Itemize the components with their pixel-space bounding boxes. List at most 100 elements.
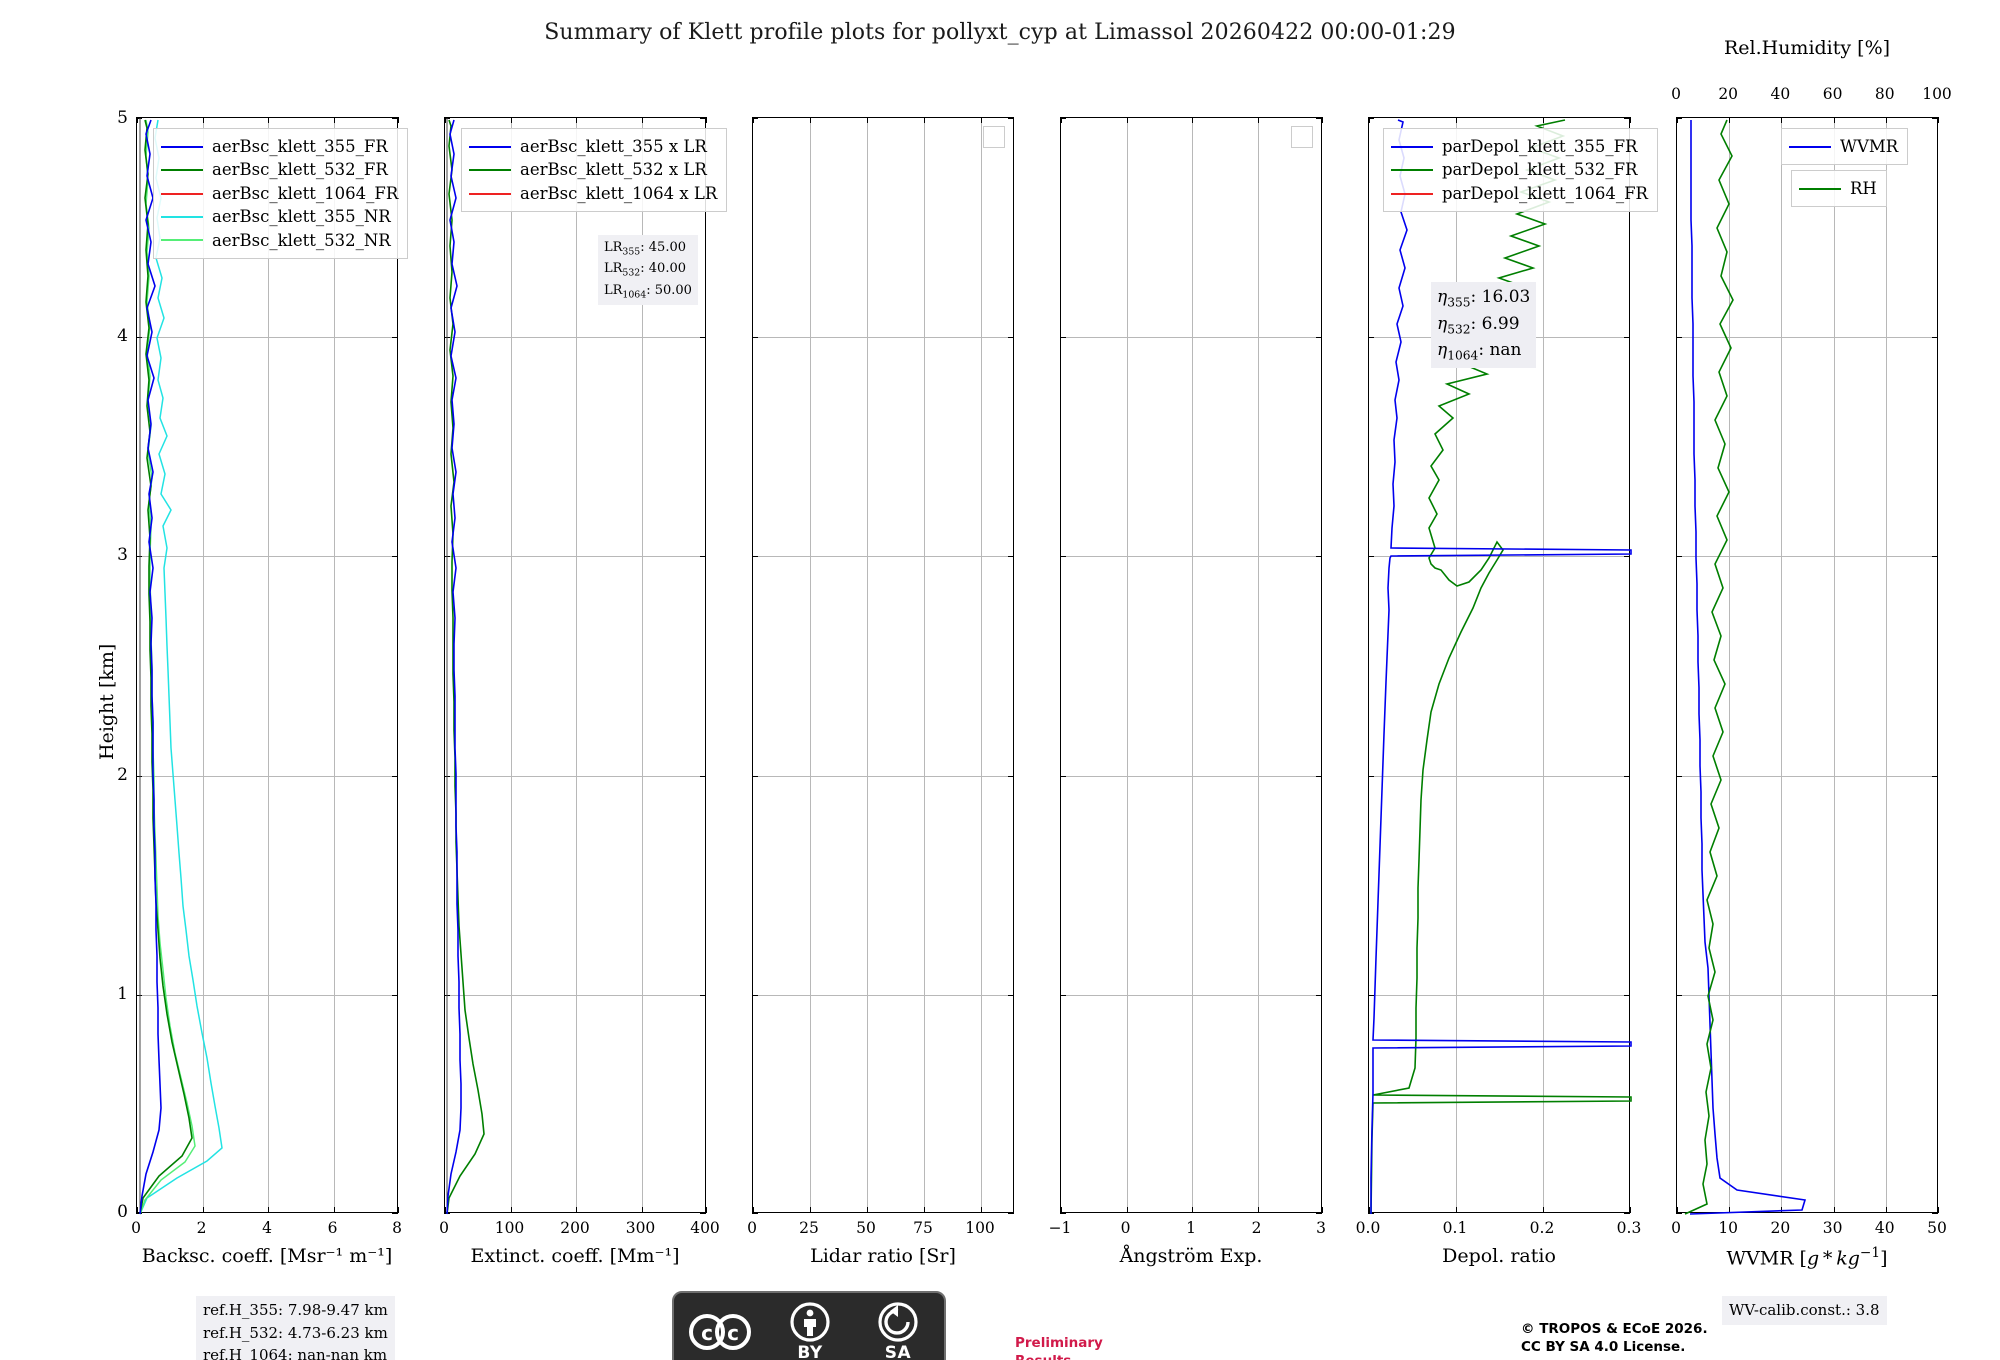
y-tick: 5 bbox=[117, 108, 128, 128]
legend-item[interactable]: aerBsc_klett_532_FR bbox=[161, 158, 398, 181]
x-tick: 10 bbox=[1718, 1219, 1739, 1237]
legend-item[interactable]: parDepol_klett_1064_FR bbox=[1391, 182, 1648, 205]
legend-item[interactable]: aerBsc_klett_1064 x LR bbox=[469, 182, 717, 205]
legend-swatch-wvmr bbox=[1789, 145, 1831, 148]
legend-label: aerBsc_klett_1064_FR bbox=[212, 183, 399, 203]
x-tick-labels-angstrom: −1 0 1 2 3 bbox=[1049, 1219, 1326, 1241]
panel-extinction: aerBsc_klett_355 x LR aerBsc_klett_532 x… bbox=[444, 117, 728, 1215]
x-tick: 6 bbox=[327, 1219, 338, 1237]
legend-item[interactable]: aerBsc_klett_355_FR bbox=[161, 135, 398, 158]
y-tick: 0 bbox=[117, 1202, 128, 1222]
x-tick: 80 bbox=[1874, 85, 1895, 103]
x-tick: 50 bbox=[856, 1219, 876, 1237]
legend-item[interactable]: aerBsc_klett_532 x LR bbox=[469, 158, 717, 181]
panel-depol-ratio: parDepol_klett_355_FR parDepol_klett_532… bbox=[1368, 117, 1658, 1215]
x-tick: 60 bbox=[1822, 85, 1843, 103]
x-tick: 0 bbox=[1120, 1219, 1131, 1237]
x-tick: 0 bbox=[1671, 1219, 1681, 1237]
legend-item[interactable]: parDepol_klett_355_FR bbox=[1391, 135, 1648, 158]
legend-item[interactable]: RH bbox=[1799, 177, 1877, 200]
x-tick-labels-rh-top: 0 20 40 60 80 100 bbox=[1671, 85, 1952, 107]
x-tick: 400 bbox=[690, 1219, 720, 1237]
ref-height-annotation: ref.H_355: 7.98-9.47 km ref.H_532: 4.73-… bbox=[196, 1296, 395, 1360]
x-tick-labels-lidar-ratio: 0 25 50 75 100 bbox=[747, 1219, 1014, 1241]
x-tick: 40 bbox=[1770, 85, 1791, 103]
ref-h-355: ref.H_355: 7.98-9.47 km bbox=[203, 1301, 388, 1319]
legend-swatch-532nr bbox=[161, 239, 203, 242]
depol-curves bbox=[1370, 119, 1632, 1215]
x-axis-label-depol: Depol. ratio bbox=[1442, 1245, 1556, 1267]
legend-label: parDepol_klett_532_FR bbox=[1442, 160, 1638, 180]
x-tick: 100 bbox=[494, 1219, 525, 1237]
y-tick-labels: 0 1 2 3 4 5 bbox=[88, 108, 128, 1222]
legend-swatch-1064fr bbox=[161, 192, 203, 195]
x-axis-label-backscatter: Backsc. coeff. [Msr⁻¹ m⁻¹] bbox=[141, 1245, 393, 1267]
wv-calib-annotation: WV-calib.const.: 3.8 bbox=[1722, 1296, 1887, 1325]
legend-item[interactable]: aerBsc_klett_355 x LR bbox=[469, 135, 717, 158]
y-tick: 1 bbox=[117, 983, 128, 1004]
legend-item[interactable]: WVMR bbox=[1789, 135, 1898, 158]
legend-label: aerBsc_klett_1064 x LR bbox=[520, 183, 718, 203]
legend-swatch-532fr bbox=[161, 169, 203, 172]
legend-item[interactable]: aerBsc_klett_532_NR bbox=[161, 229, 398, 252]
legend-rh[interactable]: RH bbox=[1791, 170, 1887, 208]
x-tick: 300 bbox=[625, 1219, 656, 1237]
legend-item[interactable]: aerBsc_klett_1064_FR bbox=[161, 182, 398, 205]
eta-1064-value: η1064: nan bbox=[1437, 340, 1522, 363]
lr-1064-value: LR1064: 50.00 bbox=[604, 282, 692, 301]
legend-extinction[interactable]: aerBsc_klett_355 x LR aerBsc_klett_532 x… bbox=[461, 128, 728, 213]
legend-label: WVMR bbox=[1840, 137, 1899, 156]
x-tick-labels-depol: 0.0 0.1 0.2 0.3 bbox=[1356, 1219, 1642, 1241]
cc-by-person-icon bbox=[790, 1301, 830, 1342]
x-tick: 3 bbox=[1316, 1219, 1326, 1237]
x-tick: 0 bbox=[131, 1219, 141, 1237]
creative-commons-badge[interactable]: c c BY SA bbox=[672, 1291, 946, 1360]
x-tick: 30 bbox=[1822, 1219, 1843, 1237]
x-tick: 20 bbox=[1770, 1219, 1791, 1237]
legend-swatch-355lr bbox=[469, 145, 511, 148]
legend-wvmr[interactable]: WVMR bbox=[1781, 128, 1909, 166]
x-tick: 200 bbox=[560, 1219, 590, 1237]
legend-label: aerBsc_klett_355_FR bbox=[212, 137, 388, 156]
x-tick: −1 bbox=[1048, 1219, 1072, 1237]
legend-swatch-355nr bbox=[161, 215, 203, 218]
cc-logo-icon: c c bbox=[674, 1310, 766, 1354]
legend-label: aerBsc_klett_532_NR bbox=[212, 230, 391, 250]
x-tick: 75 bbox=[913, 1219, 933, 1237]
x-tick: 8 bbox=[392, 1219, 402, 1237]
panel-angstrom bbox=[1060, 117, 1323, 1214]
y-tick: 4 bbox=[117, 326, 128, 347]
x-tick: 0 bbox=[747, 1219, 757, 1237]
panel-wvmr: WVMR RH bbox=[1676, 117, 1939, 1215]
legend-lidar-ratio-empty[interactable] bbox=[983, 126, 1005, 148]
legend-item[interactable]: aerBsc_klett_355_NR bbox=[161, 205, 398, 228]
x-tick: 0.0 bbox=[1355, 1219, 1381, 1237]
x-axis-label-lidar-ratio: Lidar ratio [Sr] bbox=[810, 1245, 956, 1267]
legend-item[interactable]: parDepol_klett_532_FR bbox=[1391, 158, 1648, 181]
legend-depol[interactable]: parDepol_klett_355_FR parDepol_klett_532… bbox=[1383, 128, 1658, 213]
legend-label: parDepol_klett_1064_FR bbox=[1442, 183, 1648, 203]
legend-angstrom-empty[interactable] bbox=[1291, 126, 1313, 148]
backscatter-curves bbox=[139, 118, 223, 1215]
legend-label: aerBsc_klett_355_NR bbox=[212, 207, 391, 227]
x-tick: 25 bbox=[799, 1219, 819, 1237]
x-tick: 100 bbox=[1922, 85, 1952, 103]
cc-sa-arrow-icon bbox=[878, 1301, 918, 1342]
x-tick: 0 bbox=[439, 1219, 449, 1237]
eta-annotation: η355: 16.03 η532: 6.99 η1064: nan bbox=[1431, 282, 1537, 369]
legend-backscatter[interactable]: aerBsc_klett_355_FR aerBsc_klett_532_FR … bbox=[153, 128, 409, 260]
x-tick: 100 bbox=[965, 1219, 995, 1237]
x-tick: 0.1 bbox=[1442, 1219, 1468, 1237]
legend-label: aerBsc_klett_355 x LR bbox=[520, 137, 707, 156]
legend-label: parDepol_klett_355_FR bbox=[1442, 137, 1638, 156]
x-tick: 0 bbox=[1671, 85, 1681, 103]
figure-title: Summary of Klett profile plots for polly… bbox=[544, 20, 1456, 45]
x-tick-labels-wvmr: 0 10 20 30 40 50 bbox=[1671, 1219, 1947, 1241]
x-tick-labels-extinction: 0 100 200 300 400 bbox=[439, 1219, 720, 1241]
wvmr-rh-curves bbox=[1684, 119, 1807, 1215]
x-axis-label-extinction: Extinct. coeff. [Mm⁻¹] bbox=[470, 1245, 680, 1267]
x-axis-label-wvmr: WVMR [g * kg−1] bbox=[1726, 1245, 1888, 1270]
legend-swatch-355fr bbox=[161, 145, 203, 148]
cc-by-segment: BY bbox=[766, 1301, 854, 1360]
